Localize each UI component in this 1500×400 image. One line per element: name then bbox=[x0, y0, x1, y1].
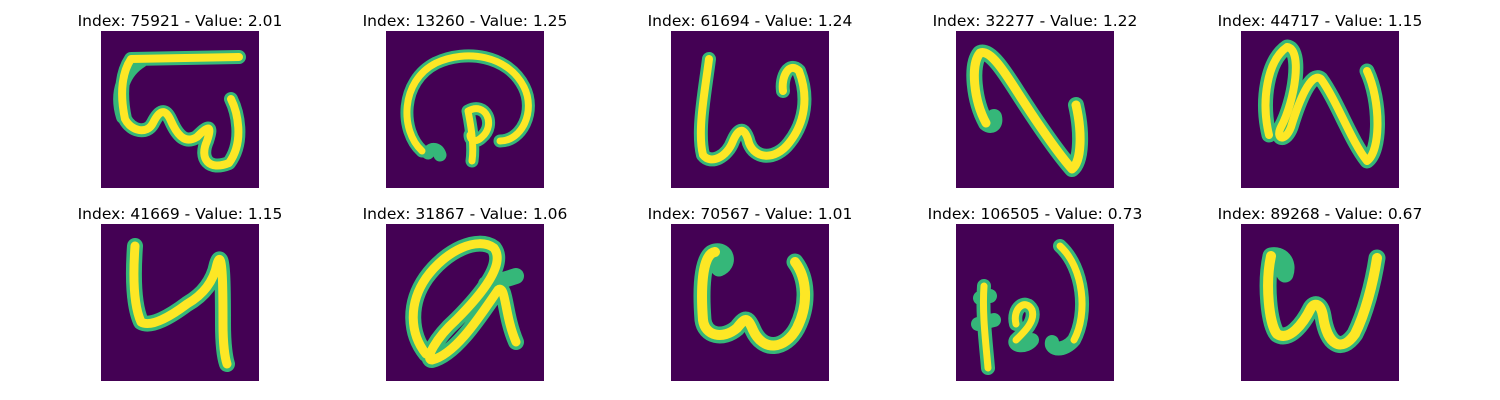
digit-image bbox=[671, 31, 829, 188]
digit-image bbox=[386, 224, 544, 381]
digit-image bbox=[1241, 224, 1399, 381]
panel-title: Index: 89268 - Value: 0.67 bbox=[1217, 205, 1423, 223]
panel-title: Index: 70567 - Value: 1.01 bbox=[647, 205, 853, 223]
panel-title: Index: 13260 - Value: 1.25 bbox=[362, 12, 568, 30]
image-panel-3: Index: 61694 - Value: 1.24 bbox=[640, 10, 860, 190]
image-panel-10: Index: 89268 - Value: 0.67 bbox=[1210, 203, 1430, 383]
image-panel-5: Index: 44717 - Value: 1.15 bbox=[1210, 10, 1430, 190]
panel-title: Index: 61694 - Value: 1.24 bbox=[647, 12, 853, 30]
image-panel-8: Index: 70567 - Value: 1.01 bbox=[640, 203, 860, 383]
panel-title: Index: 106505 - Value: 0.73 bbox=[927, 205, 1143, 223]
image-panel-6: Index: 41669 - Value: 1.15 bbox=[70, 203, 290, 383]
panel-title: Index: 41669 - Value: 1.15 bbox=[77, 205, 283, 223]
digit-image bbox=[956, 31, 1114, 188]
digit-image bbox=[101, 31, 259, 188]
digit-image bbox=[101, 224, 259, 381]
digit-image bbox=[956, 224, 1114, 381]
image-panel-2: Index: 13260 - Value: 1.25 bbox=[355, 10, 575, 190]
image-panel-9: Index: 106505 - Value: 0.73 bbox=[925, 203, 1145, 383]
image-panel-4: Index: 32277 - Value: 1.22 bbox=[925, 10, 1145, 190]
digit-image bbox=[386, 31, 544, 188]
panel-title: Index: 44717 - Value: 1.15 bbox=[1217, 12, 1423, 30]
image-panel-1: Index: 75921 - Value: 2.01 bbox=[70, 10, 290, 190]
panel-title: Index: 75921 - Value: 2.01 bbox=[77, 12, 283, 30]
digit-image bbox=[671, 224, 829, 381]
image-panel-7: Index: 31867 - Value: 1.06 bbox=[355, 203, 575, 383]
panel-title: Index: 32277 - Value: 1.22 bbox=[932, 12, 1138, 30]
digit-image bbox=[1241, 31, 1399, 188]
panel-title: Index: 31867 - Value: 1.06 bbox=[362, 205, 568, 223]
